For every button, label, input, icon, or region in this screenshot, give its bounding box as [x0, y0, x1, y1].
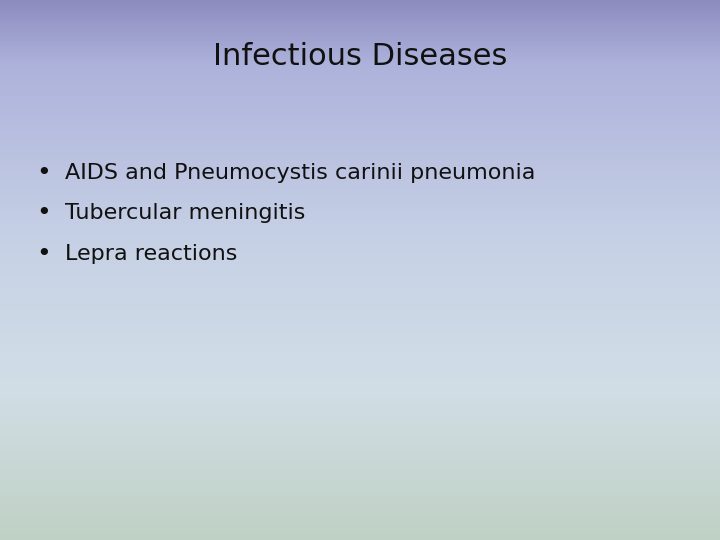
- Text: Infectious Diseases: Infectious Diseases: [213, 42, 507, 71]
- Text: AIDS and Pneumocystis carinii pneumonia: AIDS and Pneumocystis carinii pneumonia: [65, 163, 535, 183]
- Text: Lepra reactions: Lepra reactions: [65, 244, 237, 264]
- Text: •: •: [36, 242, 50, 266]
- Text: Tubercular meningitis: Tubercular meningitis: [65, 203, 305, 224]
- Text: •: •: [36, 201, 50, 225]
- Text: •: •: [36, 161, 50, 185]
